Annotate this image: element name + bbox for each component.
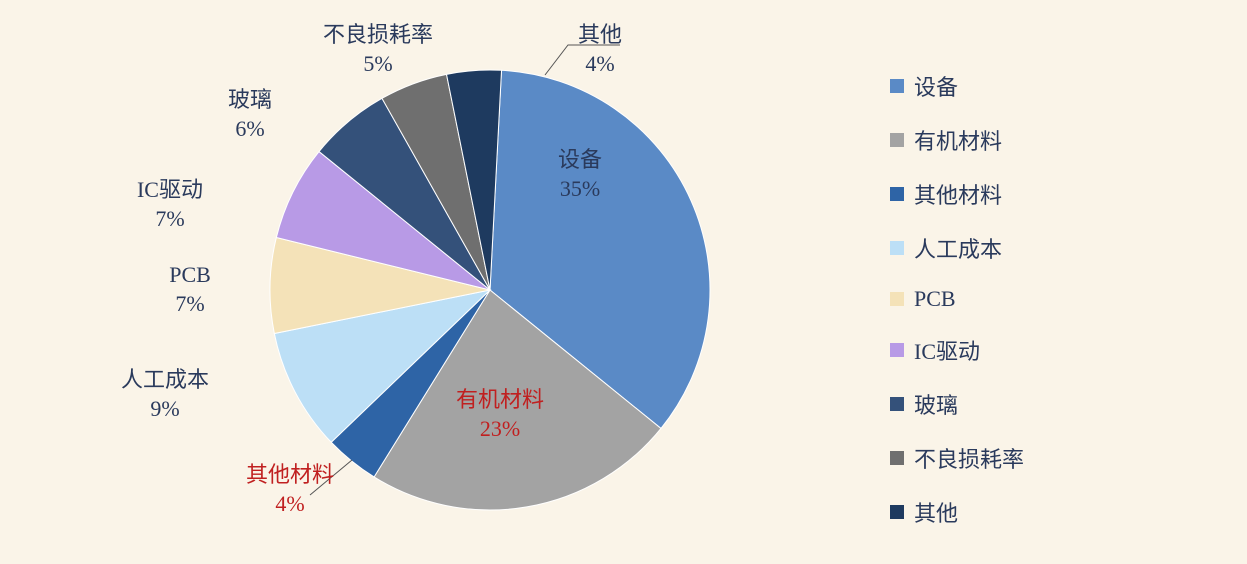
legend-swatch bbox=[890, 79, 904, 93]
slice-label-percent: 5% bbox=[318, 50, 438, 79]
legend-label: IC驱动 bbox=[914, 334, 980, 366]
slice-label-text: 设备 bbox=[520, 146, 640, 175]
slice-label-text: 其他 bbox=[540, 21, 660, 50]
slice-label-labor: 人工成本9% bbox=[105, 366, 225, 423]
slice-label-text: 玻璃 bbox=[190, 86, 310, 115]
legend-swatch bbox=[890, 187, 904, 201]
legend-swatch bbox=[890, 505, 904, 519]
slice-label-percent: 4% bbox=[540, 50, 660, 79]
slice-label-other_mat: 其他材料4% bbox=[230, 461, 350, 518]
legend-swatch bbox=[890, 292, 904, 306]
legend-label: 不良损耗率 bbox=[914, 442, 1024, 474]
slice-label-text: PCB bbox=[130, 261, 250, 290]
legend-label: 其他 bbox=[914, 496, 958, 528]
legend-item: 玻璃 bbox=[890, 388, 1024, 420]
legend-swatch bbox=[890, 451, 904, 465]
slice-label-pcb: PCB7% bbox=[130, 261, 250, 318]
slice-label-text: 人工成本 bbox=[105, 366, 225, 395]
slice-label-misc: 其他4% bbox=[540, 21, 660, 78]
legend-item: 其他材料 bbox=[890, 178, 1024, 210]
slice-label-text: 其他材料 bbox=[230, 461, 350, 490]
legend-swatch bbox=[890, 241, 904, 255]
legend-item: PCB bbox=[890, 286, 1024, 312]
legend-item: 其他 bbox=[890, 496, 1024, 528]
slice-label-text: IC驱动 bbox=[110, 176, 230, 205]
legend-label: PCB bbox=[914, 286, 956, 312]
legend-label: 其他材料 bbox=[914, 178, 1002, 210]
legend-item: 人工成本 bbox=[890, 232, 1024, 264]
slice-label-glass: 玻璃6% bbox=[190, 86, 310, 143]
slice-label-text: 不良损耗率 bbox=[318, 21, 438, 50]
legend-item: IC驱动 bbox=[890, 334, 1024, 366]
slice-label-percent: 35% bbox=[520, 175, 640, 204]
slice-label-organic: 有机材料23% bbox=[440, 386, 560, 443]
slice-label-percent: 7% bbox=[130, 290, 250, 319]
slice-label-percent: 4% bbox=[230, 490, 350, 519]
slice-label-percent: 6% bbox=[190, 115, 310, 144]
legend-item: 设备 bbox=[890, 70, 1024, 102]
legend-label: 玻璃 bbox=[914, 388, 958, 420]
legend-item: 不良损耗率 bbox=[890, 442, 1024, 474]
legend-swatch bbox=[890, 343, 904, 357]
legend-swatch bbox=[890, 397, 904, 411]
legend: 设备有机材料其他材料人工成本 PCB IC驱动玻璃不良损耗率其他 bbox=[890, 70, 1024, 550]
slice-label-ic: IC驱动7% bbox=[110, 176, 230, 233]
legend-item: 有机材料 bbox=[890, 124, 1024, 156]
slice-label-defect: 不良损耗率5% bbox=[318, 21, 438, 78]
slice-label-percent: 7% bbox=[110, 205, 230, 234]
slice-label-percent: 23% bbox=[440, 415, 560, 444]
slice-label-text: 有机材料 bbox=[440, 386, 560, 415]
slice-label-equipment: 设备35% bbox=[520, 146, 640, 203]
legend-swatch bbox=[890, 133, 904, 147]
legend-label: 有机材料 bbox=[914, 124, 1002, 156]
legend-label: 人工成本 bbox=[914, 232, 1002, 264]
slice-label-percent: 9% bbox=[105, 395, 225, 424]
legend-label: 设备 bbox=[914, 70, 958, 102]
